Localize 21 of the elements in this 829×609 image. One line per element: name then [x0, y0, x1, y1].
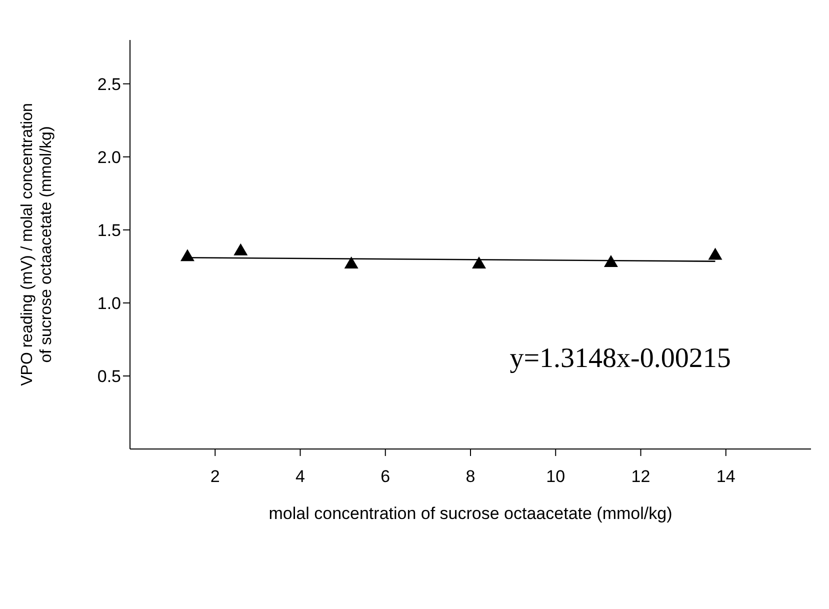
- x-tick-label: 8: [466, 467, 476, 486]
- x-tick-label: 4: [296, 467, 305, 486]
- x-tick-label: 2: [210, 467, 220, 486]
- x-tick-label: 6: [380, 467, 390, 486]
- y-tick-label: 1.0: [97, 294, 121, 313]
- point: [708, 248, 722, 260]
- y-tick-label: 2.5: [97, 74, 121, 94]
- y-tick-label: 0.5: [97, 367, 121, 386]
- x-tick-label: 14: [716, 467, 736, 486]
- y-axis-title: VPO reading (mV) / molal concentration of sucrose octaacetate (mmol/kg): [19, 103, 55, 386]
- point: [234, 243, 248, 256]
- y-tick-label: 2.0: [97, 148, 121, 167]
- point: [472, 256, 486, 268]
- y-tick-label: 1.5: [97, 220, 121, 240]
- x-axis-title: molal concentration of sucrose octaacetate (mmol/kg): [268, 504, 672, 523]
- x-tick-label: 10: [546, 467, 566, 486]
- point: [344, 256, 358, 268]
- point: [604, 255, 618, 268]
- point: [180, 249, 194, 262]
- x-tick-label: 12: [631, 467, 650, 486]
- annotation: y=1.3148x-0.00215: [510, 343, 731, 374]
